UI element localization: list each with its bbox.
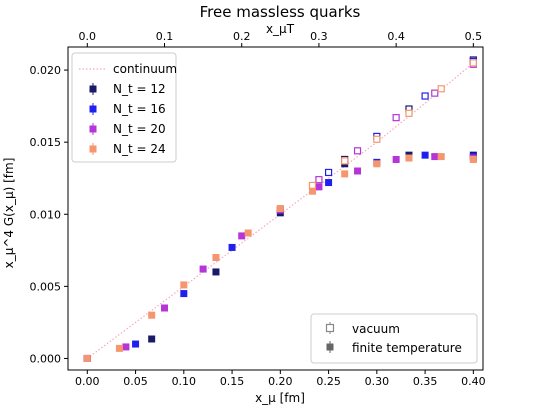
y-tick-label: 0.010: [30, 208, 62, 221]
y-tick-label: 0.005: [30, 280, 62, 293]
vacuum-point: [421, 92, 429, 100]
top-x-tick-label: 0.3: [310, 30, 328, 43]
top-x-tick-label: 0.5: [465, 30, 483, 43]
legend-vacuum-marker: [325, 323, 335, 333]
legend-top: continuum N_t = 12 N_t = 16 N_t = 20 N_t = …: [71, 52, 177, 163]
finite-point: [148, 335, 156, 343]
top-axis-label: x_μT: [266, 22, 295, 36]
axes-frame: [67, 46, 484, 371]
finite-point: [148, 311, 156, 319]
top-x-tick-label: 0.4: [387, 30, 405, 43]
legend-continuum-label: continuum: [113, 62, 177, 76]
legend-finite-marker: [326, 343, 334, 351]
chart-title: Free massless quarks: [200, 3, 361, 21]
finite-point: [83, 354, 91, 362]
finite-point: [325, 179, 333, 187]
finite-point: [244, 229, 252, 237]
finite-point: [132, 340, 140, 348]
y-tick-label: 0.015: [30, 136, 62, 149]
legend-vacuum-label: vacuum: [352, 322, 400, 336]
finite-point: [180, 281, 188, 289]
finite-point: [115, 344, 123, 352]
finite-point: [315, 183, 323, 191]
legend-marker: [89, 105, 97, 113]
top-x-tick-label: 0.0: [79, 30, 97, 43]
vacuum-point: [437, 85, 445, 93]
vacuum-point: [315, 176, 323, 184]
finite-point: [199, 265, 207, 273]
finite-point: [341, 170, 349, 178]
legend-bottom: vacuum finite temperature: [310, 313, 478, 364]
vacuum-point: [341, 157, 349, 165]
points-layer: [83, 56, 477, 362]
legend-label: N_t = 16: [113, 102, 166, 116]
legend-marker: [89, 145, 97, 153]
vacuum-point: [308, 181, 317, 190]
legend-finite-label: finite temperature: [352, 341, 462, 355]
vacuum-point: [392, 114, 400, 122]
vacuum-point: [405, 109, 413, 117]
x-axis-label: x_μ [fm]: [255, 391, 305, 405]
legend-marker: [89, 85, 97, 93]
vacuum-point: [431, 89, 439, 97]
axes-layer: 0.00 0.05 0.10 0.15 0.20 0.25 0.30 0.35 0.400.00…: [30, 30, 486, 388]
legend-marker: [89, 125, 97, 133]
vacuum-point: [353, 147, 362, 155]
vacuum-point: [469, 59, 477, 67]
finite-point: [354, 167, 362, 175]
finite-point: [276, 205, 284, 212]
legend-label: N_t = 12: [113, 82, 166, 96]
finite-point: [431, 153, 439, 161]
finite-point: [469, 155, 477, 163]
legend-top-frame: [71, 52, 177, 163]
y-tick-label: 0.020: [30, 64, 62, 77]
x-tick-label: 0.10: [172, 375, 197, 388]
finite-point: [212, 268, 220, 276]
finite-point: [180, 290, 188, 298]
legend-bottom-frame: [310, 313, 478, 364]
finite-point: [228, 243, 236, 251]
y-tick-label: 0.000: [30, 352, 62, 365]
finite-point: [405, 154, 413, 162]
finite-point: [212, 254, 220, 262]
finite-point: [373, 160, 381, 168]
x-tick-label: 0.00: [75, 375, 100, 388]
top-x-tick-label: 0.2: [233, 30, 251, 43]
x-tick-label: 0.30: [365, 375, 390, 388]
legend-label: N_t = 24: [113, 142, 166, 156]
x-tick-label: 0.40: [461, 375, 486, 388]
x-tick-label: 0.35: [413, 375, 438, 388]
x-tick-label: 0.05: [123, 375, 148, 388]
finite-point: [238, 232, 246, 240]
x-tick-label: 0.20: [268, 375, 293, 388]
legend-label: N_t = 20: [113, 122, 166, 136]
top-x-tick-label: 0.1: [156, 30, 174, 43]
finite-point: [161, 304, 169, 312]
finite-point: [421, 151, 429, 159]
vacuum-point: [373, 135, 381, 143]
y-axis-label: x_μ^4 G(x_μ) [fm]: [2, 158, 16, 269]
x-tick-label: 0.25: [316, 375, 341, 388]
finite-point: [392, 155, 400, 163]
finite-point: [437, 153, 445, 161]
finite-point: [308, 187, 316, 195]
x-tick-label: 0.15: [220, 375, 245, 388]
finite-point: [122, 343, 130, 351]
vacuum-point: [324, 168, 333, 177]
